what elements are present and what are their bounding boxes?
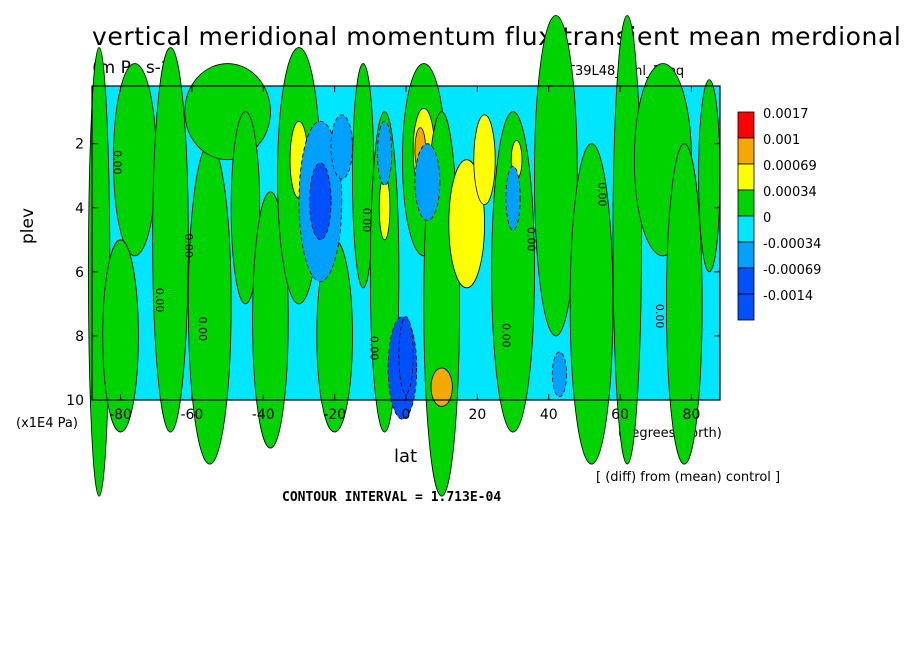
contour-label-8: 0.00 (596, 182, 609, 207)
legend-swatch-4 (737, 215, 755, 243)
x-tick-label-3: -20 (323, 407, 346, 423)
chart-title: vertical meridional momentum flux transi… (92, 22, 902, 51)
x-tick-label-0: -80 (109, 407, 132, 423)
difference-note: [ (diff) from (mean) control ] (596, 470, 781, 485)
negative-region-4 (414, 143, 441, 221)
positive-region-20 (491, 111, 535, 433)
legend-swatch-0 (737, 111, 755, 139)
positive-region-6 (230, 111, 261, 305)
contour-label-7: 0.00 (524, 227, 537, 252)
negative-region-7 (505, 165, 521, 231)
contour-label-1: 0.00 (153, 288, 166, 313)
y-tick-label-2: 6 (75, 265, 84, 281)
positive-region-27 (698, 79, 721, 273)
x-tick-label-2: -40 (252, 407, 275, 423)
positive-region-3 (152, 47, 189, 433)
contour-label-3: 0.00 (196, 317, 209, 342)
legend-label-1: 0.001 (763, 133, 800, 148)
contour-label-5: 0.00 (367, 336, 380, 361)
legend-label-7: -0.0014 (763, 289, 813, 304)
positive-region-19 (473, 114, 496, 205)
negative-region-6 (398, 316, 414, 394)
negative-region-8 (551, 351, 567, 398)
contour-label-9: 0.00 (653, 304, 666, 329)
legend-label-3: 0.00034 (763, 185, 817, 200)
x-tick-label-5: 20 (468, 407, 486, 423)
positive-region-28 (430, 367, 453, 407)
legend-swatch-1 (737, 137, 755, 165)
legend-swatch-5 (737, 241, 755, 269)
x-tick-label-8: 80 (683, 407, 701, 423)
y-tick-label-1: 4 (75, 201, 84, 217)
negative-region-3 (377, 120, 393, 186)
legend-label-4: 0 (763, 211, 771, 226)
x-tick-label-7: 60 (611, 407, 629, 423)
positive-region-24 (612, 15, 642, 465)
legend-label-6: -0.00069 (763, 263, 821, 278)
negative-region-2 (330, 114, 353, 180)
positive-region-22 (534, 15, 578, 337)
positive-region-2 (102, 239, 139, 433)
x-tick-label-4: 0 (402, 407, 411, 423)
legend-swatch-6 (737, 267, 755, 295)
contour-label-2: 0.00 (182, 233, 195, 258)
x-tick-label-1: -60 (180, 407, 203, 423)
y-tick-label-3: 8 (75, 329, 84, 345)
positive-region-18 (448, 159, 485, 289)
y-tick-label-4: 10 (66, 393, 84, 409)
positive-region-7 (252, 191, 289, 449)
x-axis-units: (degrees_north) (618, 426, 722, 441)
positive-region-23 (569, 143, 614, 465)
legend-label-0: 0.0017 (763, 107, 809, 122)
contour-label-0: 0.00 (110, 150, 123, 175)
x-axis-label: lat (394, 446, 418, 467)
legend-swatch-2 (737, 163, 755, 191)
legend-swatch-7 (737, 293, 755, 321)
y-tick-label-0: 2 (75, 137, 84, 153)
contour-label-6: 0.00 (499, 323, 512, 348)
y-axis-units: (x1E4 Pa) (16, 416, 78, 431)
negative-region-1 (309, 162, 332, 241)
legend-label-5: -0.00034 (763, 237, 821, 252)
contour-label-4: 0.00 (360, 208, 373, 233)
positive-region-26 (666, 143, 703, 465)
legend-swatch-3 (737, 189, 755, 217)
positive-region-5 (184, 63, 271, 161)
x-tick-label-6: 40 (540, 407, 558, 423)
contour-interval-label: CONTOUR INTERVAL = 1.713E-04 (282, 490, 502, 505)
legend-label-2: 0.00069 (763, 159, 817, 174)
